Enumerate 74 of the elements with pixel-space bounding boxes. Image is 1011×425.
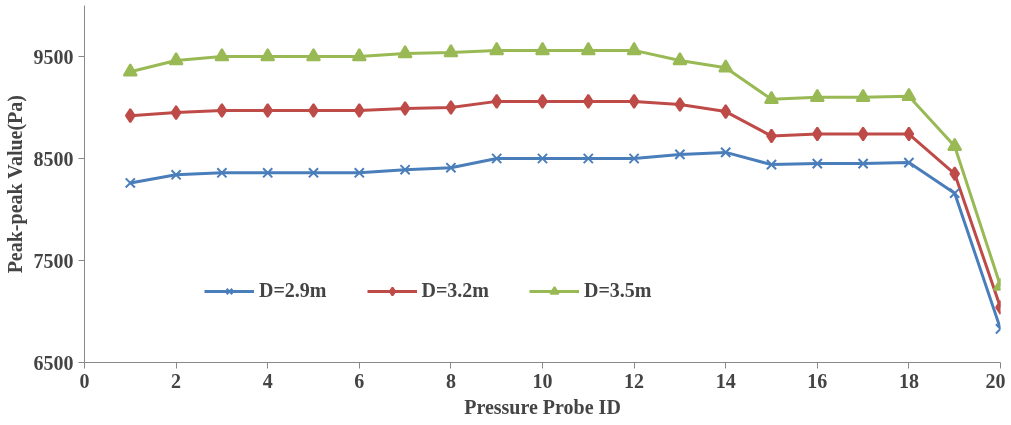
point bbox=[124, 177, 136, 189]
x-tick-label: 6 bbox=[354, 369, 365, 392]
y-tick-label: 7500 bbox=[33, 249, 74, 272]
point bbox=[307, 167, 320, 179]
point bbox=[811, 158, 823, 170]
point bbox=[306, 47, 321, 62]
point bbox=[764, 90, 779, 105]
point bbox=[947, 137, 963, 152]
point bbox=[214, 47, 230, 62]
point bbox=[674, 148, 686, 161]
legend-label: D=2.9m bbox=[259, 279, 327, 302]
y-tick-label: 9500 bbox=[33, 45, 74, 68]
point bbox=[949, 166, 961, 182]
point bbox=[445, 100, 457, 115]
x-tick-label: 10 bbox=[532, 369, 553, 392]
point bbox=[855, 88, 871, 103]
point bbox=[262, 103, 274, 119]
point bbox=[857, 158, 869, 170]
point bbox=[397, 44, 413, 59]
point bbox=[399, 164, 411, 176]
x-tick-label: 16 bbox=[807, 369, 828, 392]
legend-label: D=3.2m bbox=[421, 279, 489, 302]
point bbox=[809, 88, 825, 103]
point bbox=[124, 108, 136, 124]
point bbox=[262, 167, 274, 179]
y-tick-label: 6500 bbox=[33, 351, 74, 374]
x-tick-label: 8 bbox=[445, 369, 456, 392]
point bbox=[720, 104, 732, 120]
point bbox=[351, 47, 367, 62]
point bbox=[857, 126, 869, 142]
point bbox=[399, 101, 411, 117]
point bbox=[718, 59, 734, 73]
point bbox=[122, 63, 138, 77]
x-tick-label: 20 bbox=[985, 369, 1006, 392]
point bbox=[491, 93, 503, 109]
point bbox=[353, 103, 365, 119]
point bbox=[580, 41, 596, 56]
point bbox=[582, 93, 594, 109]
x-tick-label: 2 bbox=[171, 369, 182, 392]
point bbox=[353, 167, 365, 179]
point bbox=[628, 152, 640, 165]
point bbox=[260, 47, 276, 62]
x-tick-label: 14 bbox=[715, 369, 736, 392]
point bbox=[582, 152, 594, 165]
point bbox=[626, 41, 642, 56]
x-tick-label: 4 bbox=[262, 369, 273, 392]
point bbox=[491, 152, 503, 165]
x-tick-label: 12 bbox=[624, 369, 645, 392]
point bbox=[672, 52, 688, 66]
point bbox=[170, 105, 182, 121]
point bbox=[216, 167, 228, 179]
point bbox=[901, 87, 917, 102]
point bbox=[765, 159, 778, 171]
point bbox=[216, 103, 228, 119]
point bbox=[170, 169, 182, 181]
point bbox=[811, 126, 823, 142]
point bbox=[903, 126, 915, 142]
point bbox=[628, 93, 640, 109]
point bbox=[168, 52, 184, 66]
point bbox=[903, 156, 915, 169]
legend-label: D=3.5m bbox=[584, 279, 652, 302]
point bbox=[536, 152, 549, 165]
x-tick-label: 0 bbox=[79, 369, 90, 392]
x-tick-label: 18 bbox=[898, 369, 919, 392]
point bbox=[489, 41, 505, 56]
y-tick-label: 8500 bbox=[33, 147, 74, 170]
point bbox=[674, 96, 686, 112]
y-axis-title: Peak-peak Value(Pa) bbox=[3, 95, 27, 274]
point bbox=[949, 187, 961, 199]
point bbox=[445, 162, 457, 174]
x-axis-title: Pressure Probe ID bbox=[464, 395, 621, 418]
point bbox=[443, 43, 459, 58]
point bbox=[720, 146, 732, 158]
point bbox=[535, 41, 550, 56]
